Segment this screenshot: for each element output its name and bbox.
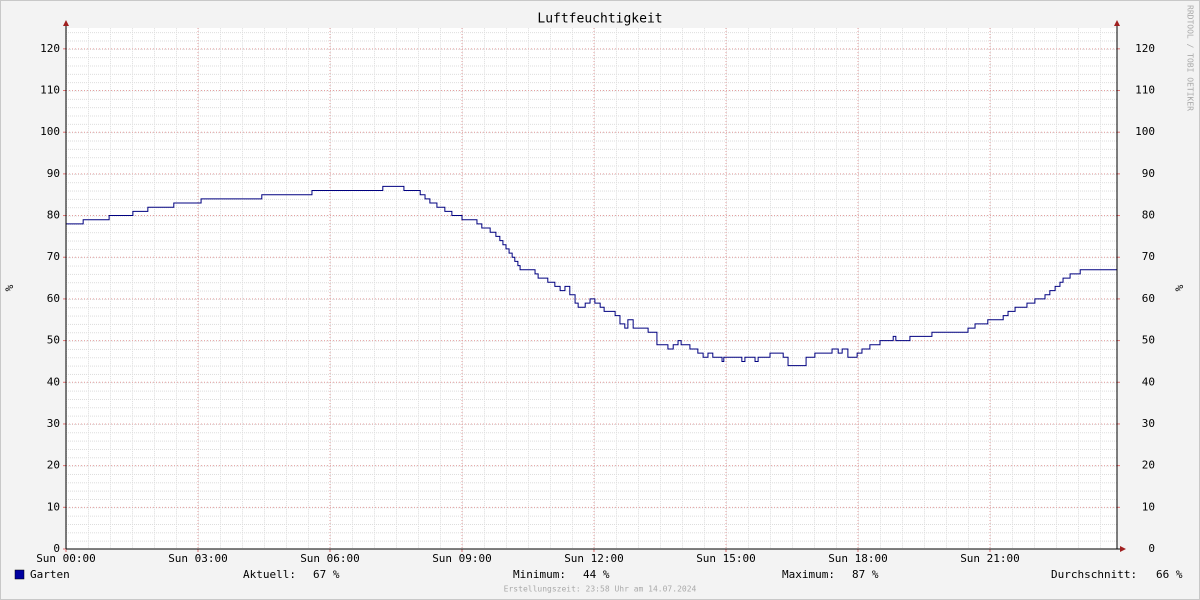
series [66, 185, 1118, 367]
x-tick-label: Sun 18:00 [828, 552, 888, 565]
x-tick-label: Sun 15:00 [696, 552, 756, 565]
stat-label: Aktuell: [243, 568, 296, 581]
x-tick-label: Sun 21:00 [960, 552, 1020, 565]
y2-tick-label: 100 [1135, 125, 1155, 138]
y-tick-label: 90 [47, 167, 60, 180]
x-tick-label: Sun 12:00 [564, 552, 624, 565]
legend-label: Garten [30, 568, 70, 581]
y-tick-label: 40 [47, 375, 60, 388]
stat-label: Maximum: [782, 568, 835, 581]
y2-tick-label: 80 [1142, 209, 1155, 222]
y-tick-label: 60 [47, 292, 60, 305]
y2-axis-label: % [1173, 284, 1186, 291]
y-tick-label: 20 [47, 459, 60, 472]
minor-grid [66, 28, 1117, 549]
y2-tick-label: 70 [1142, 250, 1155, 263]
y-tick-label: 110 [40, 84, 60, 97]
x-tick-label: Sun 03:00 [168, 552, 228, 565]
data-line [66, 185, 1118, 367]
y-tick-label: 70 [47, 250, 60, 263]
axis-arrow [1120, 546, 1126, 552]
legend-swatch [14, 569, 25, 580]
stat-value: 87 % [852, 568, 879, 581]
y2-tick-label: 120 [1135, 42, 1155, 55]
y2-tick-label: 40 [1142, 375, 1155, 388]
x-tick-label: Sun 09:00 [432, 552, 492, 565]
x-tick-label: Sun 06:00 [300, 552, 360, 565]
y2-tick-label: 90 [1142, 167, 1155, 180]
y2-tick-label: 0 [1148, 542, 1155, 555]
y-tick-label: 50 [47, 334, 60, 347]
y2-tick-label: 20 [1142, 459, 1155, 472]
y-tick-label: 10 [47, 500, 60, 513]
y-tick-label: 120 [40, 42, 60, 55]
watermark: RRDTOOL / TOBI OETIKER [1186, 5, 1195, 111]
x-tick-label: Sun 00:00 [36, 552, 96, 565]
stat-value: 67 % [313, 568, 340, 581]
stat-value: 44 % [583, 568, 610, 581]
y2-tick-label: 50 [1142, 334, 1155, 347]
y-tick-label: 30 [47, 417, 60, 430]
axis-arrow [1114, 20, 1120, 26]
y-axis-label: % [3, 284, 16, 291]
y-tick-label: 80 [47, 209, 60, 222]
y2-tick-label: 10 [1142, 500, 1155, 513]
y-tick-label: 100 [40, 125, 60, 138]
stat-label: Durchschnitt: [1051, 568, 1137, 581]
chart-title: Luftfeuchtigkeit [537, 12, 662, 27]
y-tick-label: 0 [53, 542, 60, 555]
axis-arrow [63, 20, 69, 26]
y2-tick-label: 110 [1135, 84, 1155, 97]
stat-value: 66 % [1156, 568, 1183, 581]
footer: Erstellungszeit: 23:58 Uhr am 14.07.2024 [504, 585, 697, 594]
y2-tick-label: 60 [1142, 292, 1155, 305]
legend: Garten Aktuell: 67 % Minimum: 44 % Maximum: 87… [14, 568, 1183, 581]
y2-tick-label: 30 [1142, 417, 1155, 430]
stat-label: Minimum: [513, 568, 566, 581]
